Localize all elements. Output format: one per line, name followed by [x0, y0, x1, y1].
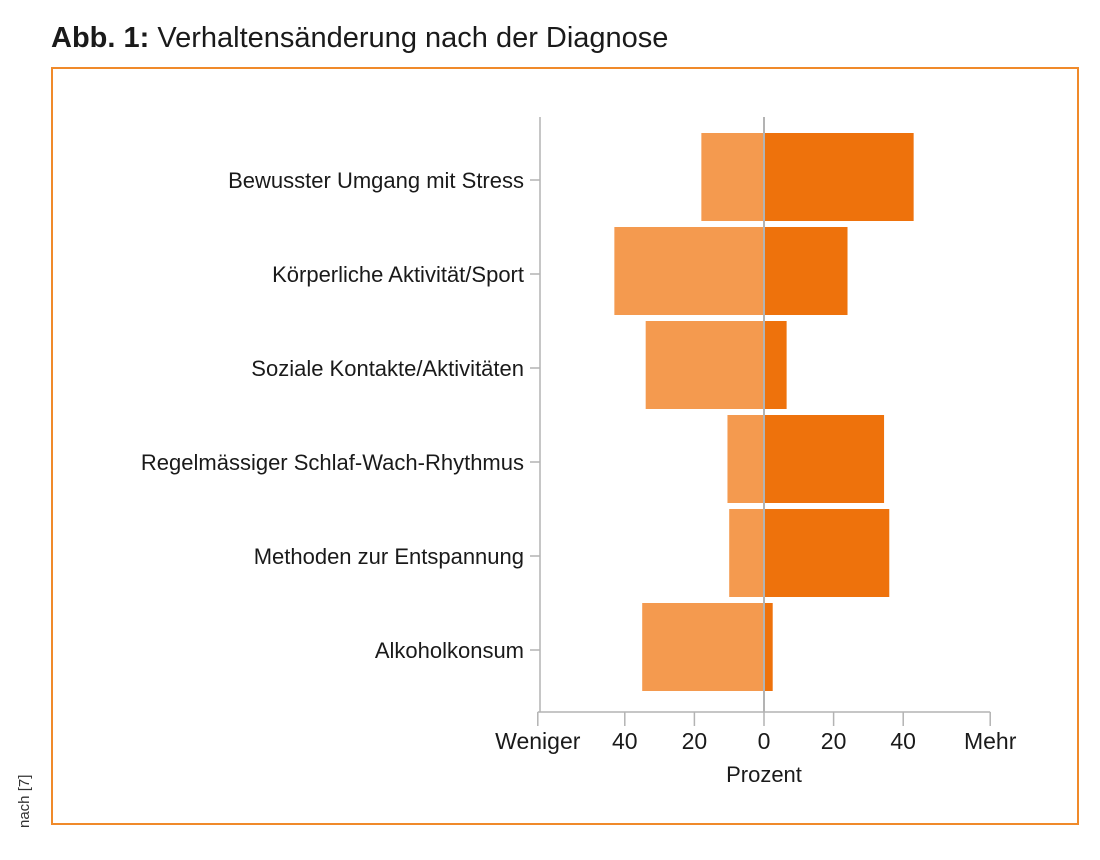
chart-frame [51, 67, 1079, 825]
figure-title: Abb. 1: Verhaltensänderung nach der Diag… [51, 22, 668, 55]
figure-label: Abb. 1: [51, 22, 150, 54]
x-tick-label: 20 [682, 728, 708, 754]
bar-weniger [727, 415, 764, 503]
x-tick-label: 40 [612, 728, 638, 754]
bar-mehr [764, 603, 773, 691]
bar-weniger [614, 227, 764, 315]
category-label: Bewusster Umgang mit Stress [228, 168, 524, 193]
bar-weniger [701, 133, 764, 221]
bar-mehr [764, 415, 885, 503]
category-label: Alkoholkonsum [375, 638, 524, 663]
bar-weniger [729, 509, 764, 597]
figure-title-text: Verhaltensänderung nach der Diagnose [157, 22, 669, 54]
x-tick-label: 40 [890, 728, 916, 754]
x-tick-label: 20 [821, 728, 847, 754]
bar-weniger [642, 603, 764, 691]
category-label: Methoden zur Entspannung [254, 544, 524, 569]
x-end-label-weniger: Weniger [495, 728, 581, 754]
x-axis-title: Prozent [726, 762, 802, 787]
category-label: Regelmässiger Schlaf-Wach-Rhythmus [141, 450, 524, 475]
bar-mehr [764, 133, 914, 221]
category-label: Körperliche Aktivität/Sport [272, 262, 524, 287]
bar-mehr [764, 509, 890, 597]
category-label: Soziale Kontakte/Aktivitäten [251, 356, 524, 381]
x-tick-label: 0 [758, 728, 771, 754]
bar-weniger [645, 321, 764, 409]
bar-mehr [764, 321, 787, 409]
x-end-label-mehr: Mehr [964, 728, 1017, 754]
bar-mehr [764, 227, 848, 315]
